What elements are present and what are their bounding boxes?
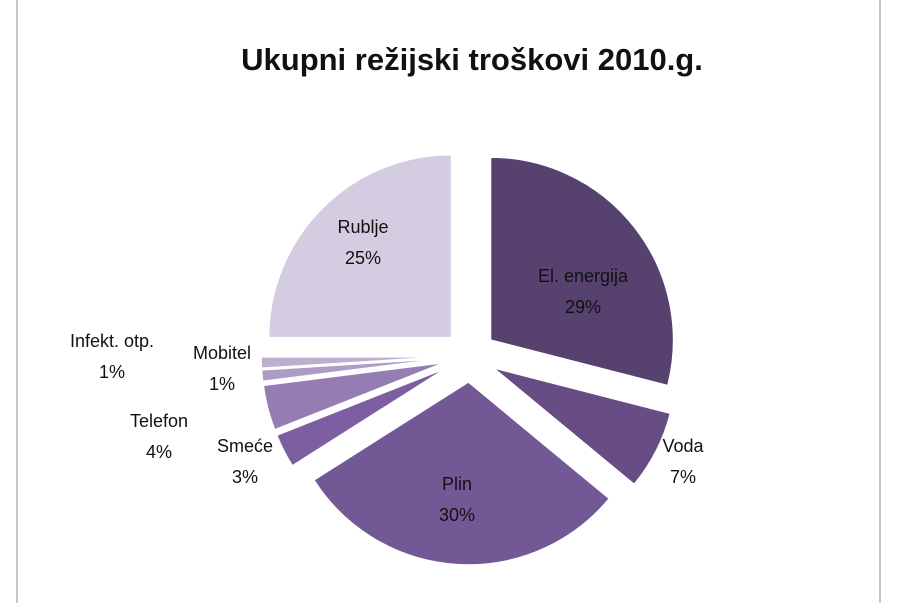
pie-slice	[262, 361, 446, 431]
pie-slice	[312, 381, 611, 566]
slice-value: 1%	[209, 374, 235, 394]
slice-value: 30%	[439, 505, 475, 525]
pie-slice	[492, 367, 672, 486]
slice-label: El. energija	[538, 266, 629, 286]
pie-slice	[267, 153, 453, 339]
slice-label: Voda	[662, 436, 704, 456]
slice-value: 25%	[345, 248, 381, 268]
slice-value: 29%	[565, 297, 601, 317]
chart-title: Ukupni režijski troškovi 2010.g.	[241, 42, 703, 77]
slice-label: Mobitel	[193, 343, 251, 363]
slice-label: Telefon	[130, 411, 188, 431]
slice-label: Smeće	[217, 436, 273, 456]
slice-label: Infekt. otp.	[70, 331, 154, 351]
slice-value: 7%	[670, 467, 696, 487]
pie-slice	[489, 156, 675, 387]
pie-slice	[275, 367, 448, 467]
pie-slice	[260, 357, 445, 383]
slice-label: Plin	[442, 474, 472, 494]
slice-label: Rublje	[337, 217, 388, 237]
slice-value: 4%	[146, 442, 172, 462]
slice-value: 3%	[232, 467, 258, 487]
slice-value: 1%	[99, 362, 125, 382]
pie-slice	[260, 356, 445, 370]
